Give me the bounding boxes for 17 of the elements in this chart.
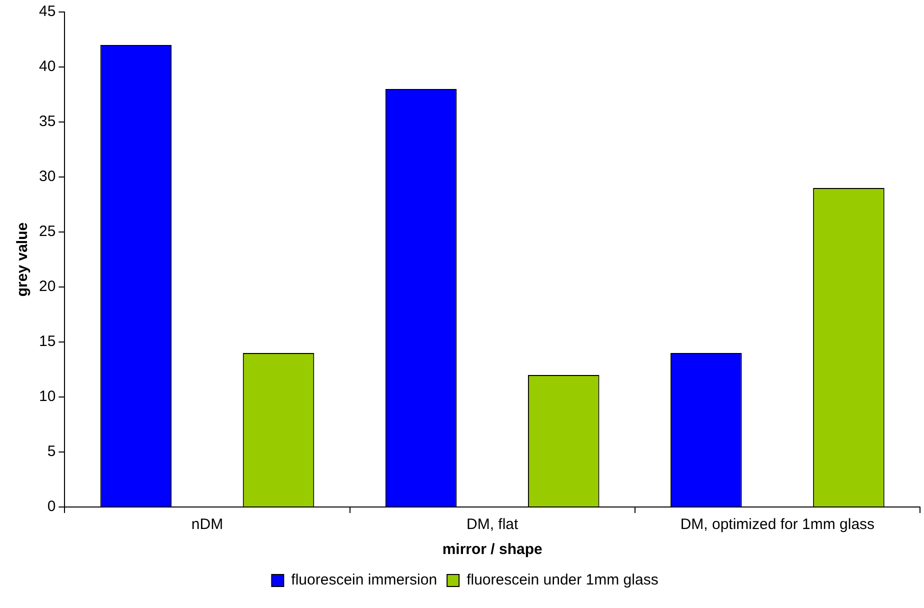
y-axis-title: grey value — [14, 222, 32, 297]
y-tick-label: 5 — [47, 443, 56, 460]
legend-label: fluorescein under 1mm glass — [466, 572, 658, 589]
y-tick-label: 35 — [38, 113, 56, 130]
x-axis-title: mirror / shape — [442, 541, 542, 558]
x-tick-label: DM, optimized for 1mm glass — [680, 516, 875, 534]
y-tick-label: 40 — [38, 58, 56, 76]
y-tick-label: 20 — [38, 278, 56, 296]
x-tick-label: nDM — [191, 516, 224, 534]
y-tick-label: 30 — [38, 168, 56, 186]
y-tick-label: 15 — [38, 333, 56, 350]
x-tick-label: DM, flat — [466, 516, 520, 534]
legend-label: fluorescein immersion — [291, 572, 438, 589]
y-tick-label: 25 — [38, 223, 56, 240]
y-tick-label: 10 — [38, 388, 56, 406]
y-tick-label: 0 — [47, 498, 56, 516]
y-tick-label: 45 — [38, 3, 56, 20]
